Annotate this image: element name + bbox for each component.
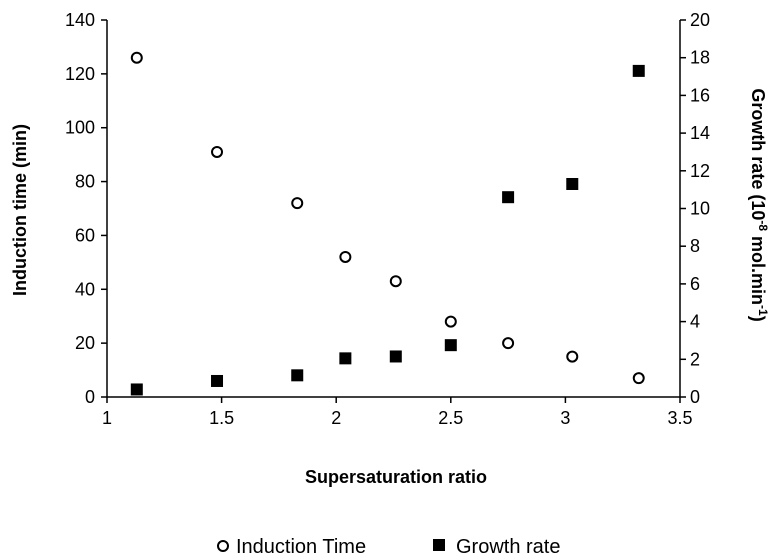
y2-title-suffix: ) (748, 316, 768, 322)
y2-tick-label: 20 (690, 10, 710, 30)
y2-tick-label: 10 (690, 199, 710, 219)
growth-rate-point (211, 374, 224, 387)
y-tick-label: 140 (65, 10, 95, 30)
y2-tick-label: 18 (690, 48, 710, 68)
induction-time-point (502, 337, 515, 350)
x-tick-label: 1 (102, 408, 112, 428)
growth-rate-point (566, 177, 579, 190)
legend-marker-induction-time (217, 540, 229, 552)
y2-tick-label: 0 (690, 387, 700, 407)
x-tick-label: 3 (560, 408, 570, 428)
growth-rate-point (502, 191, 515, 204)
y-tick-label: 40 (75, 279, 95, 299)
y2-tick-label: 14 (690, 123, 710, 143)
induction-time-point (632, 372, 645, 385)
growth-rate-point (339, 352, 352, 365)
y2-tick-label: 4 (690, 312, 700, 332)
legend: Induction Time Growth rate (217, 536, 560, 558)
induction-time-point (291, 197, 304, 210)
x-tick-label: 3.5 (667, 408, 692, 428)
growth-rate-point (389, 350, 402, 363)
induction-time-point (389, 275, 402, 288)
growth-rate-point (632, 64, 645, 77)
y-tick-label: 20 (75, 333, 95, 353)
y-tick-label: 0 (85, 387, 95, 407)
y2-tick-label: 16 (690, 85, 710, 105)
x-tick-label: 1.5 (209, 408, 234, 428)
y2-title-middle: mol.min (748, 231, 768, 305)
y2-tick-label: 2 (690, 349, 700, 369)
legend-label-induction-time: Induction Time (236, 536, 366, 558)
y-tick-label: 120 (65, 64, 95, 84)
growth-rate-point (291, 369, 304, 382)
ticks: 1 1.5 2 2.5 3 3.50204060801001201400246810121… (65, 10, 710, 428)
induction-time-point (444, 315, 457, 328)
y2-title-exp1: -8 (756, 220, 770, 231)
y2-axis-title: Growth rate (10-8 mol.min-1) (748, 88, 770, 321)
induction-time-point (566, 350, 579, 363)
legend-label-growth-rate: Growth rate (456, 536, 560, 558)
y-axis-title: Induction time (min) (10, 124, 30, 296)
y-tick-label: 80 (75, 172, 95, 192)
induction-time-point (211, 145, 224, 158)
y2-title-prefix: Growth rate (10 (748, 88, 768, 220)
y2-tick-label: 6 (690, 274, 700, 294)
growth-rate-point (130, 383, 143, 396)
induction-time-point (339, 250, 352, 263)
y-tick-label: 60 (75, 225, 95, 245)
x-tick-label: 2 (331, 408, 341, 428)
legend-marker-growth-rate (433, 539, 445, 551)
x-tick-label: 2.5 (438, 408, 463, 428)
x-axis-title: Supersaturation ratio (305, 467, 487, 487)
y2-title-exp2: -1 (756, 305, 770, 316)
growth-rate-point (444, 339, 457, 352)
induction-time-point (130, 51, 143, 64)
axes (106, 20, 681, 398)
data-marks (130, 51, 645, 396)
y2-tick-label: 8 (690, 236, 700, 256)
y2-tick-label: 12 (690, 161, 710, 181)
y-tick-label: 100 (65, 118, 95, 138)
